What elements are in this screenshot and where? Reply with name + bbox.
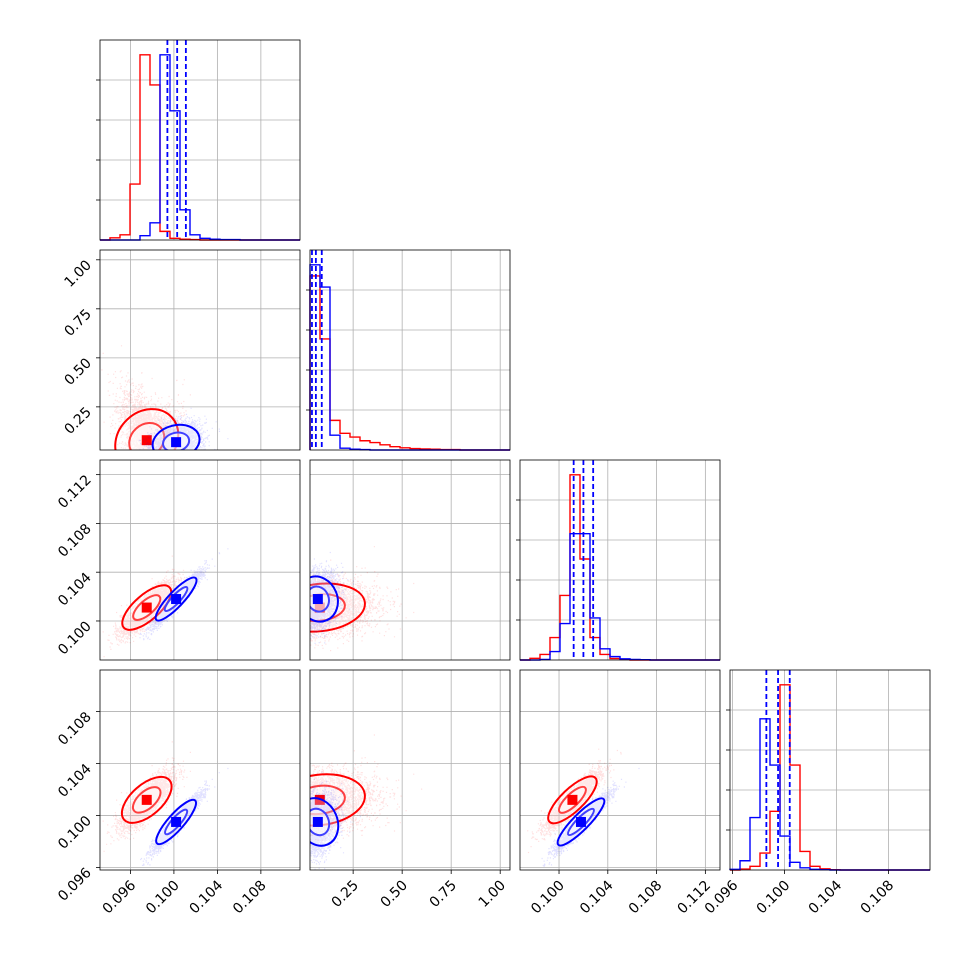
density-peak-red [141, 602, 152, 613]
axes-frame [99, 459, 301, 661]
scatter-points [102, 548, 229, 658]
scatter-points [101, 345, 229, 450]
density-peak-red [567, 794, 578, 805]
density-peak-blue [171, 816, 182, 827]
axes-frame [99, 39, 301, 241]
scatter-blue [138, 407, 229, 450]
density-peak-blue [312, 594, 323, 605]
axes-frame [309, 459, 511, 661]
axes-frame [519, 459, 721, 661]
scatter-points [102, 741, 229, 866]
density-peak-blue [171, 594, 182, 605]
axes-frame [99, 669, 301, 871]
axes-frame [519, 669, 721, 871]
axes-frame [729, 669, 931, 871]
density-peak-red [141, 794, 152, 805]
histogram-panel-0 [96, 39, 301, 241]
scatter-panel-3-0 [99, 669, 301, 871]
axes-frame [309, 249, 511, 451]
scatter-points [310, 546, 415, 652]
histogram-panel-1 [306, 249, 511, 451]
density-peak-red [141, 435, 152, 446]
density-peak-blue [575, 816, 586, 827]
density-peak-blue [171, 437, 182, 448]
scatter-points [310, 734, 423, 870]
scatter-points [527, 748, 640, 867]
density-peak-blue [312, 816, 323, 827]
scatter-panel-1-0 [99, 249, 301, 451]
scatter-red [310, 734, 423, 847]
corner-cells [96, 39, 931, 871]
scatter-red [310, 546, 415, 652]
axes-frame [309, 669, 511, 871]
histogram-panel-2 [516, 459, 721, 661]
scatter-panel-2-1 [309, 459, 511, 661]
scatter-panel-3-1 [309, 669, 511, 871]
scatter-panel-3-2 [519, 669, 721, 871]
axes-frame [99, 249, 301, 451]
histogram-panel-3 [726, 669, 931, 871]
scatter-panel-2-0 [99, 459, 301, 661]
